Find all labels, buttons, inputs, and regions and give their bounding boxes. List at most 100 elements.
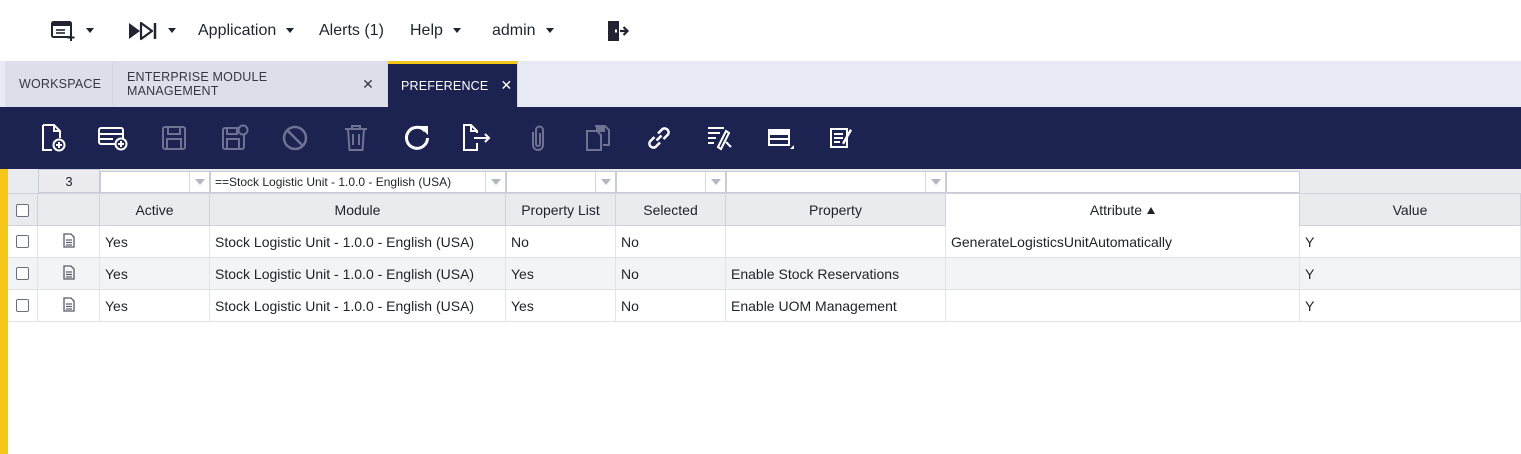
cell-attribute [946,258,1300,289]
notes-button[interactable] [824,122,856,154]
link-button[interactable] [643,122,675,154]
new-window-icon [50,20,76,42]
filter-property[interactable] [726,171,946,193]
tab-enterprise-module-management-label: ENTERPRISE MODULE MANAGEMENT [127,70,268,98]
audit-trail-button[interactable] [703,122,735,154]
grid-view-button[interactable] [764,122,796,154]
user-menu-label: admin [492,21,536,39]
tab-enterprise-module-management[interactable]: ENTERPRISE MODULE MANAGEMENT ✕ [113,61,388,107]
accent-strip [0,169,8,454]
close-icon[interactable]: ✕ [362,75,374,92]
delete-button[interactable] [340,122,372,154]
chevron-down-icon[interactable] [925,172,945,192]
notes-icon [825,123,855,153]
attachment-button[interactable] [522,122,554,154]
filter-attribute[interactable] [946,171,1300,193]
help-menu[interactable]: Help [410,0,461,61]
header-row-icon [38,194,100,226]
table-row[interactable]: Yes Stock Logistic Unit - 1.0.0 - Englis… [8,226,1521,258]
header-active-label: Active [135,202,174,218]
new-document-button[interactable] [37,122,69,154]
user-menu[interactable]: admin [492,0,554,61]
row-open-cell [38,258,100,289]
export-button[interactable] [461,122,493,154]
filter-row: 3 ==Stock Logistic Unit - 1.0.0 - Englis… [8,169,1521,193]
select-all-checkbox[interactable] [16,203,29,217]
header-property-list[interactable]: Property List [506,194,616,226]
refresh-button[interactable] [401,122,433,154]
tab-workspace[interactable]: WORKSPACE [5,61,113,107]
undo-cancel-icon [281,124,309,152]
cell-attribute [946,290,1300,321]
header-selected[interactable]: Selected [616,194,726,226]
quick-launch-menu[interactable] [128,0,176,61]
record-count: 3 [38,169,100,193]
cell-selected: No [616,226,726,257]
chevron-down-icon[interactable] [189,172,209,192]
chevron-down-icon [86,28,94,33]
tab-workspace-label: WORKSPACE [19,77,102,91]
select-all-cell [8,194,38,226]
new-window-menu[interactable] [50,0,94,61]
filter-active[interactable] [100,171,210,193]
header-property-list-label: Property List [521,202,600,218]
header-module[interactable]: Module [210,194,506,226]
cell-module: Stock Logistic Unit - 1.0.0 - English (U… [210,290,506,321]
refresh-icon [402,123,432,153]
row-checkbox[interactable] [16,299,29,312]
save-icon [160,124,188,152]
alerts-menu[interactable]: Alerts (1) [319,0,384,61]
chevron-down-icon[interactable] [485,172,505,192]
table-row[interactable]: Yes Stock Logistic Unit - 1.0.0 - Englis… [8,258,1521,290]
help-menu-label: Help [410,21,443,39]
header-property-label: Property [809,202,862,218]
header-property[interactable]: Property [726,194,946,226]
cancel-button[interactable] [279,122,311,154]
filter-property-list[interactable] [506,171,616,193]
save-close-icon [220,123,250,153]
chevron-down-icon [286,28,295,33]
cell-property-list: Yes [506,290,616,321]
cell-property: Enable Stock Reservations [726,258,946,289]
cell-active: Yes [100,290,210,321]
filter-module[interactable]: ==Stock Logistic Unit - 1.0.0 - English … [210,171,506,193]
table-row[interactable]: Yes Stock Logistic Unit - 1.0.0 - Englis… [8,290,1521,322]
application-menu[interactable]: Application [198,0,295,61]
cell-selected: No [616,290,726,321]
chevron-down-icon[interactable] [705,172,725,192]
logout-icon [606,20,630,42]
application-menu-label: Application [198,21,277,39]
row-select-cell [8,290,38,321]
cell-module: Stock Logistic Unit - 1.0.0 - English (U… [210,258,506,289]
header-value-label: Value [1392,202,1428,218]
audit-trail-icon [704,123,734,153]
tab-bar: WORKSPACE ENTERPRISE MODULE MANAGEMENT ✕… [0,61,1521,107]
chevron-down-icon[interactable] [595,172,615,192]
save-close-button[interactable] [219,122,251,154]
row-checkbox[interactable] [16,267,29,280]
alerts-menu-label: Alerts (1) [319,21,384,39]
row-checkbox[interactable] [16,235,29,248]
new-row-button[interactable] [97,122,129,154]
document-icon[interactable] [62,264,75,283]
new-document-icon [39,123,67,153]
grid-view-icon [764,123,796,153]
close-icon[interactable]: ✕ [500,77,513,93]
document-icon[interactable] [62,296,75,315]
cell-property [726,226,946,257]
clone-button[interactable] [582,122,614,154]
chevron-down-icon [545,28,554,33]
row-select-cell [8,258,38,289]
form-toolbar [0,107,1521,169]
filter-selected[interactable] [616,171,726,193]
header-active[interactable]: Active [100,194,210,226]
logout-button[interactable] [606,0,630,61]
header-value[interactable]: Value [1300,194,1521,226]
tab-preference[interactable]: PREFERENCE ✕ [388,61,518,107]
document-icon[interactable] [62,232,75,251]
cell-property-list: Yes [506,258,616,289]
chevron-down-icon [452,28,461,33]
header-attribute[interactable]: Attribute [946,194,1300,226]
row-select-cell [8,226,38,257]
save-button[interactable] [158,122,190,154]
